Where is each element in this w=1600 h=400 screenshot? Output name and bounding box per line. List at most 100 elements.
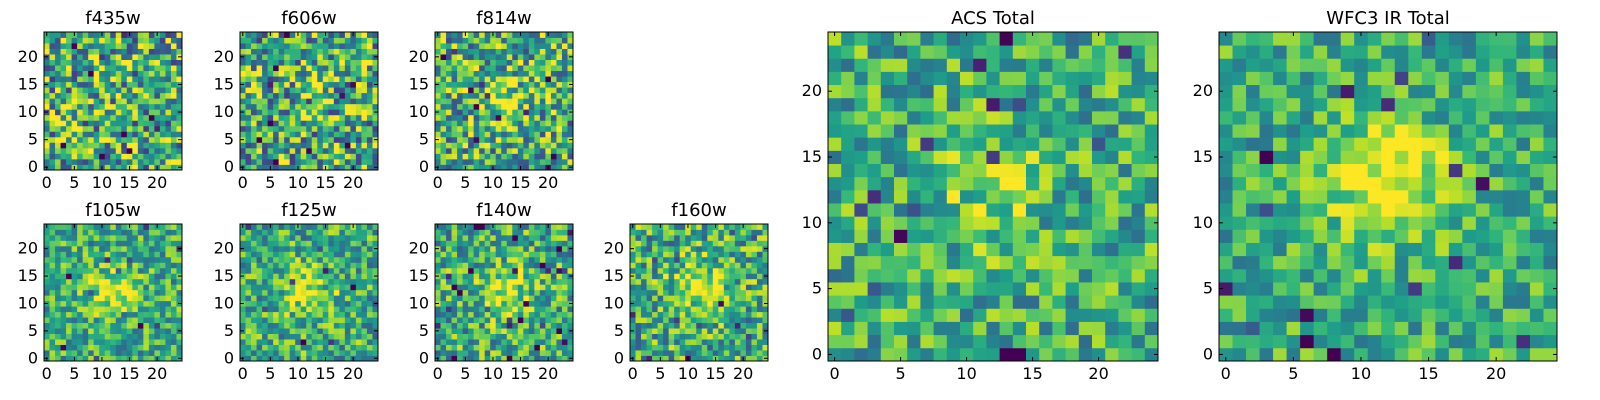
- heatmap-cell: [468, 147, 475, 154]
- heatmap-cell: [446, 87, 452, 94]
- heatmap-cell: [468, 284, 475, 291]
- heatmap-cell: [350, 147, 357, 154]
- heatmap-cell: [366, 311, 373, 318]
- heatmap-cell: [561, 267, 568, 274]
- heatmap-cell: [1052, 334, 1066, 349]
- heatmap-cell: [88, 306, 95, 313]
- heatmap-cell: [446, 333, 452, 340]
- heatmap-cell: [148, 284, 155, 291]
- heatmap-cell: [528, 350, 535, 356]
- heatmap-cell: [512, 295, 519, 302]
- heatmap-cell: [484, 109, 491, 116]
- heatmap-cell: [317, 48, 324, 55]
- heatmap-cell: [71, 48, 78, 55]
- heatmap-cell: [657, 317, 664, 324]
- heatmap-cell: [920, 242, 934, 257]
- heatmap-cell: [251, 229, 257, 236]
- heatmap-cell: [534, 136, 541, 143]
- heatmap-cell: [60, 37, 67, 44]
- heatmap-cell: [718, 350, 725, 356]
- heatmap-cell: [468, 224, 475, 230]
- heatmap-cell: [170, 355, 177, 362]
- heatmap-cell: [143, 284, 150, 291]
- heatmap-cell: [322, 306, 329, 313]
- heatmap-cell: [49, 229, 56, 236]
- heatmap-cell: [289, 142, 296, 149]
- heatmap-cell: [867, 255, 882, 270]
- heatmap-cell: [696, 300, 703, 307]
- heatmap-cell: [718, 245, 725, 252]
- heatmap-cell: [534, 164, 541, 171]
- heatmap-cell: [723, 251, 730, 258]
- heatmap-cell: [339, 131, 346, 138]
- heatmap-cell: [306, 76, 313, 83]
- heatmap-cell: [300, 109, 307, 116]
- heatmap-cell: [501, 114, 508, 121]
- heatmap-cell: [366, 76, 373, 83]
- heatmap-cell: [317, 295, 324, 302]
- heatmap-cell: [751, 245, 758, 252]
- heatmap-cell: [545, 54, 552, 60]
- y-tick-label: 5: [419, 321, 429, 340]
- heatmap-cell: [350, 81, 357, 88]
- heatmap-cell: [723, 245, 730, 252]
- heatmap-cell: [986, 150, 1000, 164]
- heatmap-cell: [289, 245, 296, 252]
- heatmap-cell: [49, 317, 56, 324]
- heatmap-cell: [762, 229, 769, 236]
- heatmap-cell: [256, 311, 263, 318]
- heatmap-cell: [501, 43, 508, 49]
- heatmap-cell: [446, 267, 452, 274]
- heatmap-cell: [104, 48, 111, 55]
- heatmap-cell: [110, 267, 117, 274]
- y-tick-label: 5: [28, 130, 38, 149]
- heatmap-cell: [528, 32, 535, 38]
- heatmap-cell: [361, 278, 368, 285]
- heatmap-cell: [479, 125, 486, 132]
- heatmap-cell: [723, 344, 730, 351]
- heatmap-cell: [262, 70, 268, 77]
- heatmap-cell: [528, 164, 535, 171]
- heatmap-cell: [300, 48, 307, 55]
- heatmap-cell: [646, 317, 653, 324]
- heatmap-cell: [506, 87, 513, 94]
- heatmap-cell: [512, 48, 519, 55]
- heatmap-cell: [322, 251, 329, 258]
- heatmap-cell: [77, 295, 84, 302]
- heatmap-cell: [355, 284, 362, 291]
- heatmap-cell: [685, 317, 692, 324]
- heatmap-cell: [484, 37, 491, 44]
- heatmap-cell: [462, 114, 469, 121]
- heatmap-cell: [262, 311, 268, 318]
- heatmap-cell: [60, 262, 67, 269]
- heatmap-cell: [77, 114, 84, 121]
- heatmap-cell: [176, 289, 183, 296]
- heatmap-cell: [251, 350, 257, 356]
- heatmap-cell: [512, 70, 519, 77]
- heatmap-cell: [1078, 334, 1093, 349]
- heatmap-cell: [490, 147, 497, 154]
- heatmap-cell: [306, 142, 313, 149]
- heatmap-cell: [451, 32, 458, 38]
- heatmap-cell: [440, 32, 447, 38]
- heatmap-cell: [473, 65, 480, 72]
- heatmap-cell: [154, 306, 161, 313]
- heatmap-cell: [907, 347, 921, 362]
- heatmap-cell: [159, 355, 166, 362]
- heatmap-cell: [440, 43, 447, 49]
- heatmap-cell: [245, 350, 252, 356]
- heatmap-cell: [289, 278, 296, 285]
- heatmap-cell: [170, 109, 177, 116]
- heatmap-cell: [148, 251, 155, 258]
- heatmap-cell: [561, 153, 568, 160]
- heatmap-cell: [82, 48, 89, 55]
- heatmap-cell: [1118, 347, 1132, 362]
- heatmap-cell: [137, 103, 144, 110]
- heatmap-cell: [723, 240, 730, 247]
- heatmap-cell: [468, 103, 475, 110]
- heatmap-cell: [251, 103, 257, 110]
- heatmap-cell: [322, 59, 329, 66]
- heatmap-cell: [561, 295, 568, 302]
- heatmap-cell: [701, 278, 708, 285]
- heatmap-cell: [165, 234, 172, 241]
